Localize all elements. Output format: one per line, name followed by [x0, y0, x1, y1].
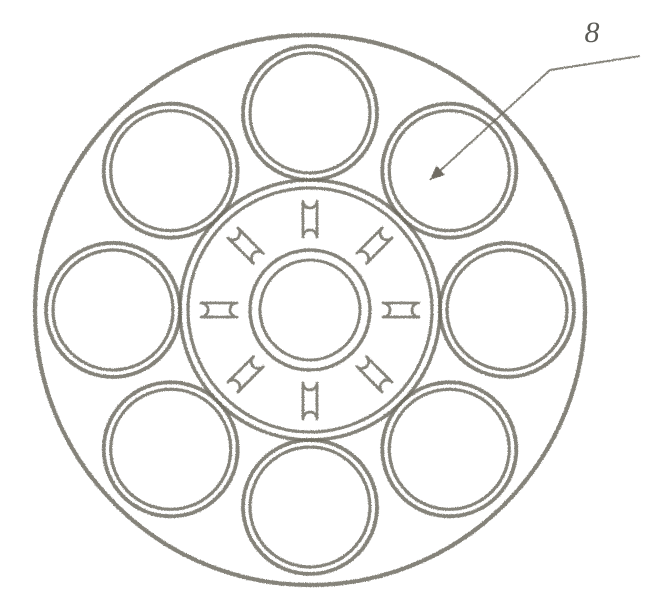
bolt-hole	[243, 440, 377, 574]
bolt-holes-group	[46, 46, 574, 574]
slot	[357, 357, 392, 392]
callout-leader	[430, 56, 640, 180]
slot	[228, 228, 263, 263]
bolt-hole	[440, 243, 574, 377]
slot	[357, 228, 392, 263]
callout-label: 8	[585, 16, 600, 49]
bolt-hole	[46, 243, 180, 377]
slot	[383, 303, 419, 317]
bolt-hole	[243, 46, 377, 180]
slot	[228, 357, 263, 392]
slot	[303, 201, 317, 237]
slot	[303, 383, 317, 419]
outer-rim	[35, 35, 585, 585]
slot	[201, 303, 237, 317]
center-bore	[250, 250, 370, 370]
plate-assembly	[35, 35, 585, 585]
mechanical-drawing: 8	[0, 0, 645, 600]
hub	[180, 180, 440, 440]
slots-group	[201, 201, 419, 419]
